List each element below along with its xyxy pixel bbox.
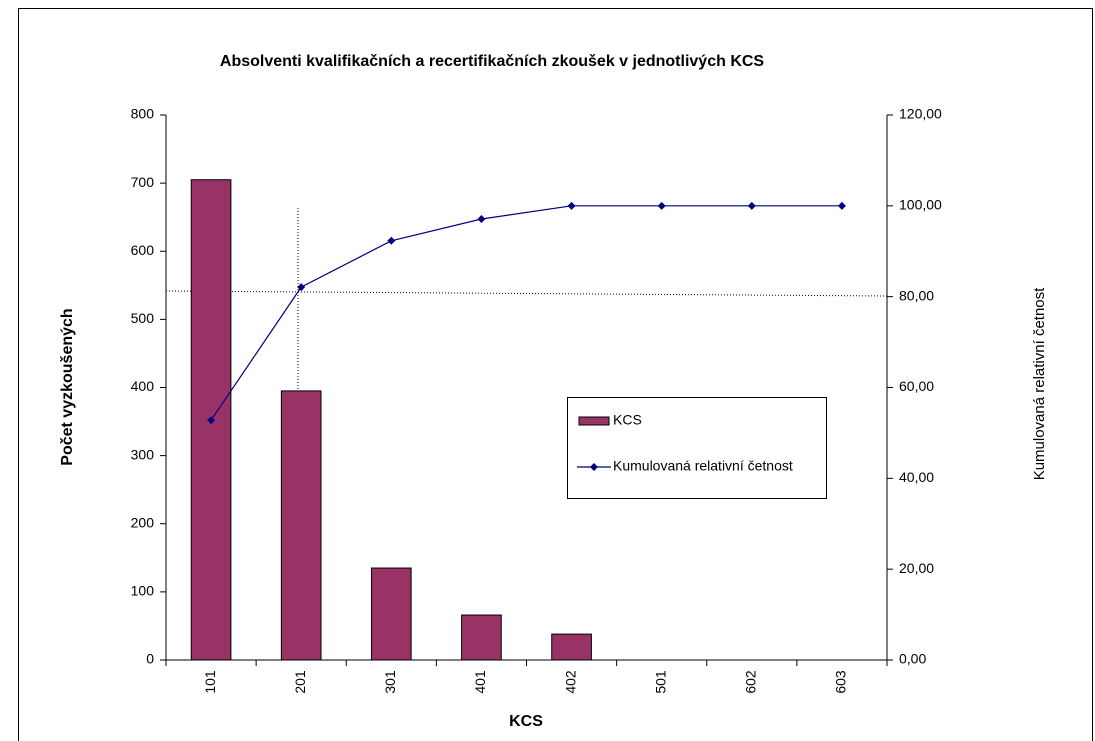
y-tick-label: 500 — [131, 310, 155, 326]
y-tick-label: 700 — [131, 174, 155, 190]
y2-tick-label: 60,00 — [899, 378, 934, 394]
x-tick-label: 501 — [652, 670, 668, 694]
x-tick-label: 201 — [292, 670, 308, 694]
bar — [461, 614, 502, 661]
marker — [837, 201, 846, 210]
y-tick-label: 600 — [131, 242, 155, 258]
y-axis-label: Počet vyzkoušených — [59, 308, 76, 465]
marker — [297, 283, 306, 292]
x-tick-label: 602 — [743, 670, 759, 694]
y-tick-label: 300 — [131, 446, 155, 462]
legend-box — [567, 397, 827, 499]
x-tick-label: 301 — [382, 670, 398, 694]
x-tick-label: 402 — [562, 670, 578, 694]
x-tick-label: 101 — [202, 670, 218, 694]
marker — [477, 215, 486, 224]
bar — [551, 633, 592, 661]
bar — [280, 390, 322, 661]
y2-tick-label: 20,00 — [899, 560, 934, 576]
y2-tick-label: 120,00 — [899, 106, 942, 122]
y-tick-label: 100 — [131, 583, 155, 599]
y2-tick-label: 40,00 — [899, 469, 934, 485]
y2-tick-label: 80,00 — [899, 287, 934, 303]
bar — [370, 567, 412, 661]
y2-axis-label: Kumulovaná relativní četnost — [1031, 287, 1048, 480]
x-tick-label: 401 — [472, 670, 488, 694]
marker — [747, 201, 756, 210]
y-tick-label: 200 — [131, 514, 155, 530]
legend-swatch — [578, 416, 610, 426]
marker — [657, 201, 666, 210]
legend-label: KCS — [613, 412, 642, 428]
marker — [387, 236, 396, 245]
x-axis-label: KCS — [509, 713, 543, 730]
reference-line — [165, 290, 888, 297]
legend-label: Kumulovaná relativní četnost — [613, 458, 793, 474]
chart-title: Absolventi kvalifikačních a recertifikač… — [220, 53, 765, 70]
x-tick-label: 603 — [833, 670, 849, 694]
marker — [567, 201, 576, 210]
legend-marker — [590, 463, 598, 471]
y-tick-label: 800 — [131, 106, 155, 122]
y2-tick-label: 100,00 — [899, 197, 942, 213]
marker — [207, 416, 216, 425]
y-tick-label: 400 — [131, 378, 155, 394]
y2-tick-label: 0,00 — [899, 651, 926, 667]
line — [210, 205, 842, 421]
y-tick-label: 0 — [146, 651, 154, 667]
